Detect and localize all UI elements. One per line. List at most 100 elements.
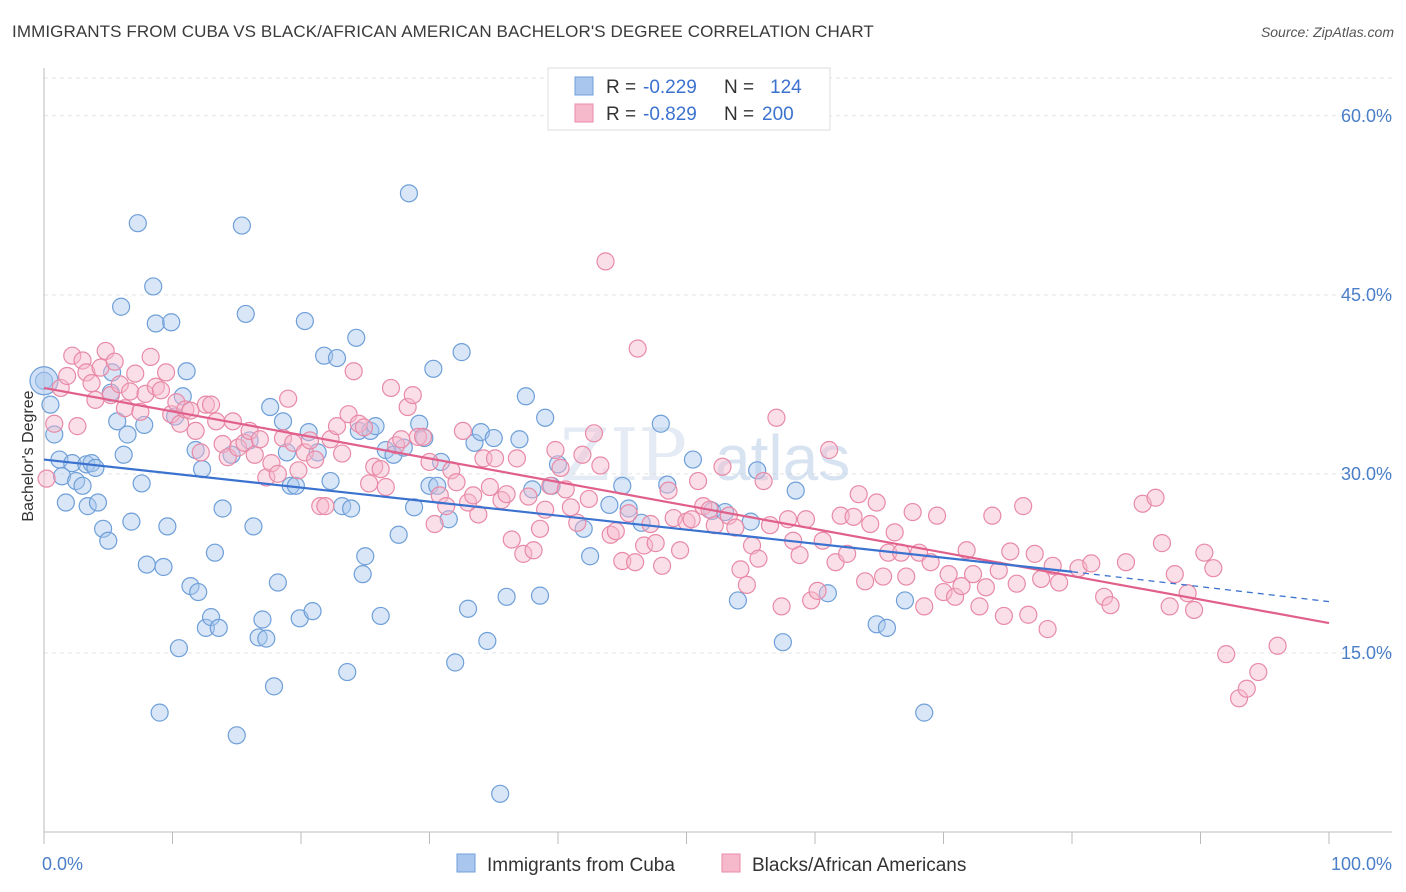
data-point: [415, 428, 434, 448]
data-point: [682, 510, 701, 529]
data-point: [802, 591, 821, 610]
data-point: [144, 277, 163, 296]
data-point: [497, 485, 516, 504]
data-point: [591, 456, 610, 475]
data-point: [82, 374, 101, 393]
data-point: [232, 216, 251, 235]
data-point: [596, 252, 615, 271]
data-point: [110, 375, 129, 394]
data-point: [354, 418, 374, 437]
data-point: [786, 481, 805, 500]
data-point: [279, 389, 298, 408]
data-point: [126, 364, 145, 383]
data-point: [519, 487, 538, 506]
x-tick-label-min: 0.0%: [42, 854, 83, 874]
data-point: [306, 450, 325, 469]
data-point: [939, 565, 958, 584]
data-point: [41, 395, 60, 414]
data-point: [169, 639, 189, 658]
data-point: [356, 547, 375, 566]
data-point: [551, 458, 570, 478]
data-point: [659, 481, 678, 500]
data-point: [245, 445, 264, 464]
data-point: [45, 425, 64, 444]
data-point-large: [29, 366, 59, 396]
data-point: [398, 397, 417, 417]
data-point: [808, 581, 827, 600]
data-point: [257, 468, 276, 487]
data-point: [600, 495, 619, 515]
data-point: [1152, 534, 1172, 553]
data-point: [189, 582, 208, 602]
data-point: [371, 460, 390, 479]
stats-n-value-black: 200: [762, 104, 794, 125]
data-point: [646, 534, 665, 553]
data-point: [389, 525, 408, 544]
data-point: [480, 477, 499, 497]
series-legend: Immigrants from Cuba Blacks/African Amer…: [456, 853, 966, 876]
data-point: [58, 366, 77, 386]
data-point: [52, 467, 72, 486]
data-point: [934, 582, 953, 602]
data-point: [171, 414, 190, 433]
data-point: [861, 514, 880, 534]
y-tick-label: 30.0%: [1341, 464, 1392, 484]
data-point: [56, 493, 75, 512]
data-point: [86, 390, 105, 409]
data-point: [261, 397, 280, 417]
stats-r-value-cuba: -0.229: [643, 77, 697, 98]
data-point: [86, 458, 105, 478]
data-point: [105, 352, 124, 371]
data-point: [1007, 574, 1026, 593]
data-point: [1268, 636, 1287, 655]
data-point: [235, 433, 254, 452]
data-point: [584, 424, 604, 443]
stats-n-label-cuba: N =: [724, 77, 754, 98]
data-point: [77, 363, 96, 382]
data-point: [634, 536, 654, 555]
data-point: [619, 499, 638, 518]
data-point: [1032, 569, 1051, 589]
data-point: [497, 587, 516, 606]
data-point: [347, 328, 366, 347]
data-point: [353, 565, 372, 584]
data-point: [1014, 497, 1033, 516]
data-point: [131, 402, 150, 421]
data-point: [963, 565, 983, 584]
data-point: [268, 464, 287, 483]
data-point: [748, 461, 767, 480]
data-point: [68, 417, 87, 436]
legend-swatch-cuba: [456, 853, 476, 873]
data-point: [491, 784, 510, 803]
data-point: [205, 543, 225, 562]
data-point: [250, 430, 269, 449]
data-point: [63, 346, 82, 365]
data-point: [128, 214, 147, 233]
y-tick-label: 45.0%: [1341, 285, 1392, 305]
legend-label-black: Blacks/African Americans: [752, 855, 966, 876]
data-point: [530, 519, 550, 538]
data-point: [186, 421, 205, 440]
data-point: [728, 591, 748, 610]
data-point: [244, 517, 263, 536]
data-point: [767, 408, 786, 427]
data-point: [670, 541, 690, 560]
axes: [43, 68, 1392, 833]
data-point: [146, 314, 165, 333]
data-point: [820, 440, 839, 460]
data-point: [191, 443, 210, 462]
data-point: [338, 662, 357, 682]
data-point: [773, 633, 792, 652]
data-point: [628, 339, 647, 358]
y-tick-labels: 15.0% 30.0% 45.0% 60.0%: [1341, 106, 1392, 663]
data-point: [688, 471, 708, 491]
data-point: [249, 628, 268, 647]
data-point: [311, 497, 330, 516]
data-point: [236, 304, 255, 324]
data-point: [458, 599, 478, 618]
data-point: [1116, 553, 1136, 572]
data-point: [749, 549, 768, 568]
data-point: [606, 522, 625, 541]
data-point: [158, 517, 177, 536]
